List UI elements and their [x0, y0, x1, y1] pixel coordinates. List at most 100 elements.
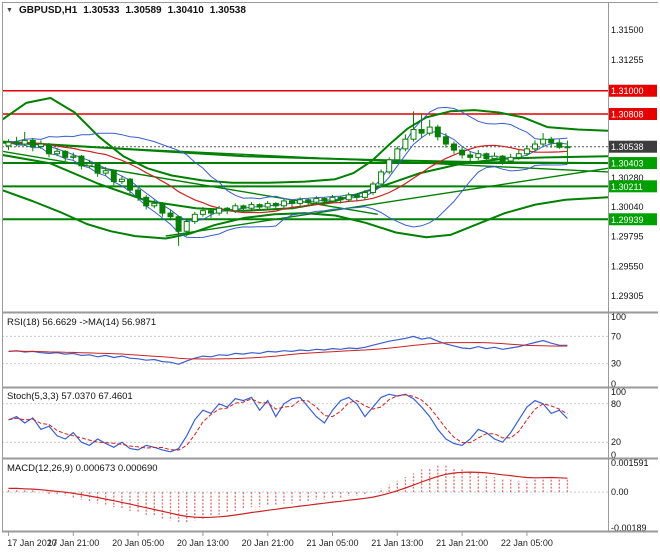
candle	[248, 204, 255, 209]
candle	[370, 183, 376, 193]
medium-ma	[8, 141, 568, 214]
svg-text:1.30040: 1.30040	[611, 202, 644, 212]
upper-envelope	[3, 97, 608, 184]
svg-text:100: 100	[611, 387, 626, 397]
candle	[94, 162, 101, 174]
candle	[78, 155, 85, 167]
candle	[442, 136, 449, 145]
candle	[183, 221, 190, 232]
svg-text:0: 0	[611, 450, 616, 460]
candle	[240, 205, 247, 209]
svg-text:1.31500: 1.31500	[611, 25, 644, 35]
candle	[13, 141, 20, 145]
candle	[216, 207, 223, 214]
price-axis: 1.31500 1.31255 1.30280 1.30040 1.29795 1.295…	[609, 25, 657, 533]
candle	[313, 198, 320, 203]
candle	[54, 150, 61, 155]
candle	[46, 143, 52, 155]
stoch-d-line	[8, 394, 568, 451]
svg-text:1.30538: 1.30538	[611, 142, 644, 152]
candle	[451, 143, 457, 151]
candle	[167, 212, 174, 218]
svg-text:1.29550: 1.29550	[611, 261, 644, 271]
svg-text:0: 0	[611, 379, 616, 389]
svg-text:70: 70	[611, 331, 621, 341]
chart-header: ▼ GBPUSD,H1 1.30533 1.30589 1.30410 1.30…	[6, 5, 246, 16]
candle	[467, 154, 474, 158]
svg-text:1.29939: 1.29939	[611, 215, 644, 225]
candle	[256, 204, 263, 208]
svg-text:1.31000: 1.31000	[611, 86, 644, 96]
svg-text:0.001591: 0.001591	[611, 458, 649, 468]
svg-text:22 Jan 05:00: 22 Jan 05:00	[501, 538, 553, 548]
candle	[272, 202, 279, 207]
svg-text:20 Jan 05:00: 20 Jan 05:00	[112, 538, 164, 548]
stoch-label: Stoch(5,3,3) 57.0370 67.4601	[7, 391, 133, 402]
candle	[361, 191, 368, 198]
candle	[5, 141, 12, 147]
candle	[37, 143, 44, 147]
candle	[151, 202, 158, 207]
svg-text:21 Jan 13:00: 21 Jan 13:00	[371, 538, 423, 548]
candle	[86, 162, 93, 167]
candle	[515, 153, 522, 158]
svg-text:30: 30	[611, 359, 621, 369]
macd-panel	[3, 465, 608, 523]
candle	[434, 126, 441, 138]
candle	[102, 170, 109, 174]
svg-text:21 Jan 05:00: 21 Jan 05:00	[306, 538, 358, 548]
svg-text:17 Jan 21:00: 17 Jan 21:00	[47, 538, 99, 548]
candle	[556, 142, 563, 148]
candle	[191, 213, 198, 223]
rsi-panel	[3, 335, 608, 365]
symbol-timeframe-label: GBPUSD,H1	[18, 5, 78, 16]
candle	[29, 139, 36, 147]
rsi-label: RSI(18) 56.6629 ->MA(14) 56.9871	[7, 317, 157, 328]
candle	[418, 129, 425, 134]
candle	[402, 138, 409, 150]
candle	[118, 178, 125, 183]
candle	[459, 149, 466, 156]
svg-text:1.30211: 1.30211	[611, 182, 643, 192]
candle	[410, 129, 417, 140]
candle	[483, 153, 490, 160]
svg-text:1.31255: 1.31255	[611, 55, 644, 65]
candle	[143, 196, 150, 207]
candle	[523, 148, 530, 155]
bollinger-upper	[8, 106, 568, 201]
candle	[337, 196, 344, 201]
candle	[564, 146, 571, 149]
price-panel	[3, 89, 608, 246]
high-value: 1.30589	[125, 5, 162, 16]
svg-text:17 Jan 2020: 17 Jan 2020	[7, 538, 57, 548]
candle	[386, 159, 393, 173]
price-flag-green: 1.30403	[609, 157, 657, 170]
rsi-line	[8, 335, 568, 365]
low-value: 1.30410	[167, 5, 204, 16]
svg-text:1.30808: 1.30808	[611, 109, 644, 119]
candle	[232, 205, 239, 212]
candle	[475, 153, 482, 158]
candles-layer	[5, 111, 571, 246]
close-value: 1.30538	[209, 5, 246, 16]
ascending-trendline	[165, 167, 608, 237]
candle	[110, 170, 117, 183]
chart-menu-toggle-icon[interactable]: ▼	[6, 7, 13, 14]
candle	[280, 200, 287, 207]
lower-envelope	[3, 189, 608, 240]
candle	[321, 198, 328, 202]
candle	[70, 155, 77, 158]
candle	[208, 210, 214, 214]
price-flag-red: 1.31000	[609, 84, 657, 97]
price-flag-green: 1.29939	[609, 213, 657, 226]
bollinger-lower	[8, 141, 568, 239]
candle	[548, 138, 555, 144]
slow-ma	[3, 140, 608, 165]
candle	[426, 126, 433, 134]
price-flag-red: 1.30808	[609, 107, 657, 120]
panel-borders	[2, 2, 658, 533]
candle	[394, 148, 401, 161]
